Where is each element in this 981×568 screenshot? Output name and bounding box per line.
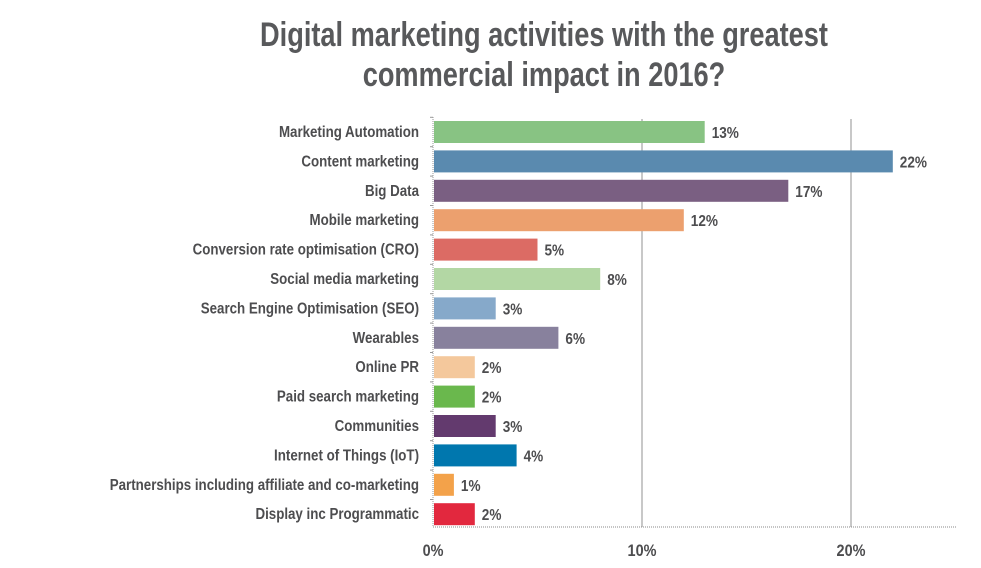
x-tick-label: 0% bbox=[423, 542, 444, 560]
data-label: 6% bbox=[565, 331, 585, 348]
category-label: Conversion rate optimisation (CRO) bbox=[193, 242, 420, 259]
data-label: 22% bbox=[900, 154, 927, 171]
data-label: 2% bbox=[482, 390, 502, 407]
bar bbox=[434, 473, 454, 496]
data-label: 17% bbox=[795, 184, 822, 201]
chart-title: Digital marketing activities with the gr… bbox=[260, 15, 828, 94]
data-label: 4% bbox=[524, 448, 544, 465]
bar bbox=[434, 268, 601, 290]
data-label: 3% bbox=[503, 301, 523, 318]
category-label: Internet of Things (IoT) bbox=[274, 448, 419, 465]
data-label: 3% bbox=[503, 419, 523, 436]
chart-title-line-2: commercial impact in 2016? bbox=[363, 55, 726, 94]
category-label: Online PR bbox=[355, 359, 419, 376]
category-label: Mobile marketing bbox=[310, 212, 419, 229]
x-tick-label: 20% bbox=[837, 542, 866, 560]
bar bbox=[434, 415, 496, 437]
bar bbox=[434, 326, 559, 349]
data-label: 2% bbox=[482, 507, 502, 524]
bar bbox=[434, 444, 517, 467]
data-label: 8% bbox=[607, 272, 627, 289]
bar bbox=[434, 179, 789, 202]
bar bbox=[434, 503, 475, 526]
category-label: Social media marketing bbox=[270, 271, 419, 288]
category-label: Paid search marketing bbox=[277, 389, 419, 406]
category-label: Display inc Programmatic bbox=[255, 506, 419, 523]
bar bbox=[434, 297, 496, 320]
bar bbox=[434, 238, 538, 261]
category-label: Wearables bbox=[353, 330, 419, 347]
bar bbox=[434, 150, 893, 173]
bar bbox=[434, 209, 684, 232]
category-label: Content marketing bbox=[301, 154, 419, 171]
category-label: Big Data bbox=[365, 183, 420, 200]
data-label: 5% bbox=[545, 243, 565, 260]
data-label: 1% bbox=[461, 478, 481, 495]
chart-title-line-1: Digital marketing activities with the gr… bbox=[260, 15, 828, 54]
x-tick-label: 10% bbox=[628, 542, 657, 560]
category-label: Partnerships including affiliate and co-… bbox=[110, 477, 419, 494]
bar bbox=[434, 385, 475, 408]
data-label: 2% bbox=[482, 360, 502, 377]
category-label: Communities bbox=[335, 418, 419, 435]
bar bbox=[434, 121, 705, 143]
data-label: 12% bbox=[691, 213, 718, 230]
category-label: Marketing Automation bbox=[279, 124, 419, 141]
bar bbox=[434, 356, 475, 379]
data-label: 13% bbox=[712, 125, 739, 142]
category-label: Search Engine Optimisation (SEO) bbox=[201, 301, 419, 318]
